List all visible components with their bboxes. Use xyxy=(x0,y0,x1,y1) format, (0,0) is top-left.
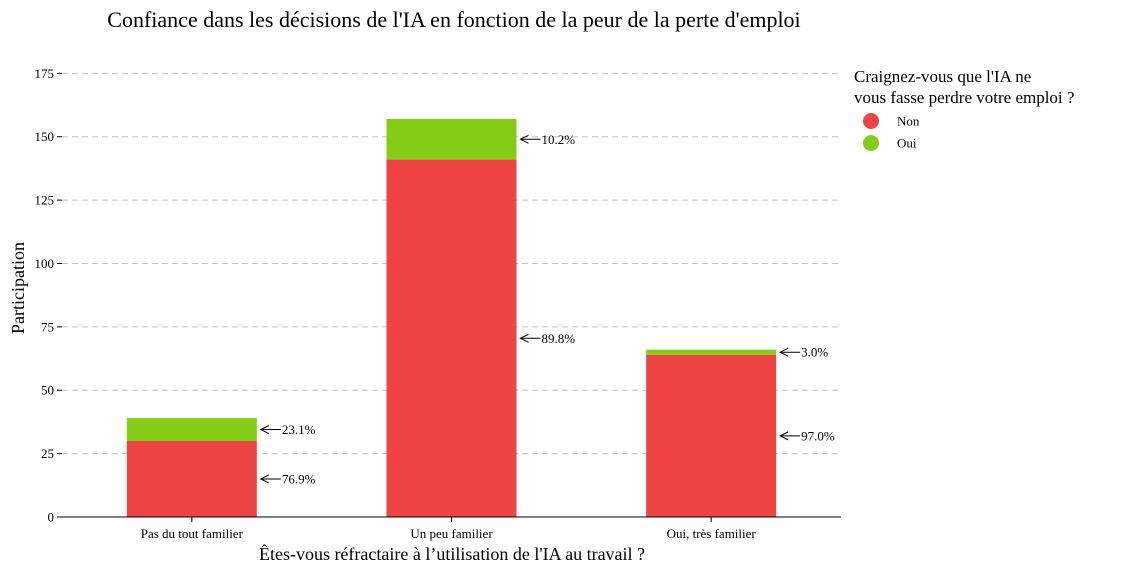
bar-segment-oui xyxy=(126,418,257,441)
annotation-arrowhead xyxy=(259,425,270,434)
bars xyxy=(126,118,777,517)
y-tick-label: 50 xyxy=(41,383,54,398)
legend-label-oui: Oui xyxy=(897,136,917,151)
y-tick-label: 0 xyxy=(48,510,55,525)
percentage-label: 97.0% xyxy=(801,428,835,443)
legend-marker-oui xyxy=(863,135,879,151)
y-tick-label: 100 xyxy=(35,256,55,271)
bar-segment-oui xyxy=(386,118,517,160)
y-tick-label: 25 xyxy=(41,446,54,461)
x-tick-label: Oui, très familier xyxy=(667,526,757,541)
percentage-label: 3.0% xyxy=(801,345,828,360)
percentage-annotations: 76.9% 23.1% 89.8% 10.2% 97.0% 3.0% xyxy=(259,132,835,486)
legend-label-non: Non xyxy=(897,114,920,129)
annotation-arrowhead xyxy=(779,431,789,441)
annotation-arrowhead xyxy=(259,474,270,484)
percentage-label: 10.2% xyxy=(542,132,576,147)
y-tick-label: 150 xyxy=(35,129,55,144)
percentage-label: 89.8% xyxy=(542,331,576,346)
y-tick-label: 175 xyxy=(35,66,55,81)
y-axis: 0 25 50 75 100 125 150 175 xyxy=(35,66,62,525)
y-axis-label: Participation xyxy=(8,242,28,334)
x-tick-label: Un peu familier xyxy=(410,526,493,541)
legend: Craignez-vous que l'IA ne vous fasse per… xyxy=(854,67,1074,151)
chart-title: Confiance dans les décisions de l'IA en … xyxy=(107,7,800,32)
annotation-arrowhead xyxy=(519,134,529,144)
bar-segment-oui xyxy=(646,349,777,355)
percentage-label: 23.1% xyxy=(282,422,316,437)
legend-title: vous fasse perdre votre emploi ? xyxy=(854,88,1074,107)
x-tick-label: Pas du tout familier xyxy=(141,526,244,541)
percentage-label: 76.9% xyxy=(282,471,316,486)
y-tick-label: 75 xyxy=(41,319,54,334)
legend-title: Craignez-vous que l'IA ne xyxy=(854,67,1031,86)
annotation-arrowhead xyxy=(779,347,789,357)
legend-marker-non xyxy=(863,113,879,129)
x-axis: Pas du tout familier Un peu familier Oui, … xyxy=(62,516,841,541)
y-tick-label: 125 xyxy=(35,193,55,208)
bar-segment-non xyxy=(646,354,777,517)
bar-segment-non xyxy=(126,440,257,517)
annotation-arrowhead xyxy=(519,333,529,343)
x-axis-label: Êtes-vous réfractaire à l’utilisation de… xyxy=(259,543,645,564)
bar-segment-non xyxy=(386,159,517,517)
